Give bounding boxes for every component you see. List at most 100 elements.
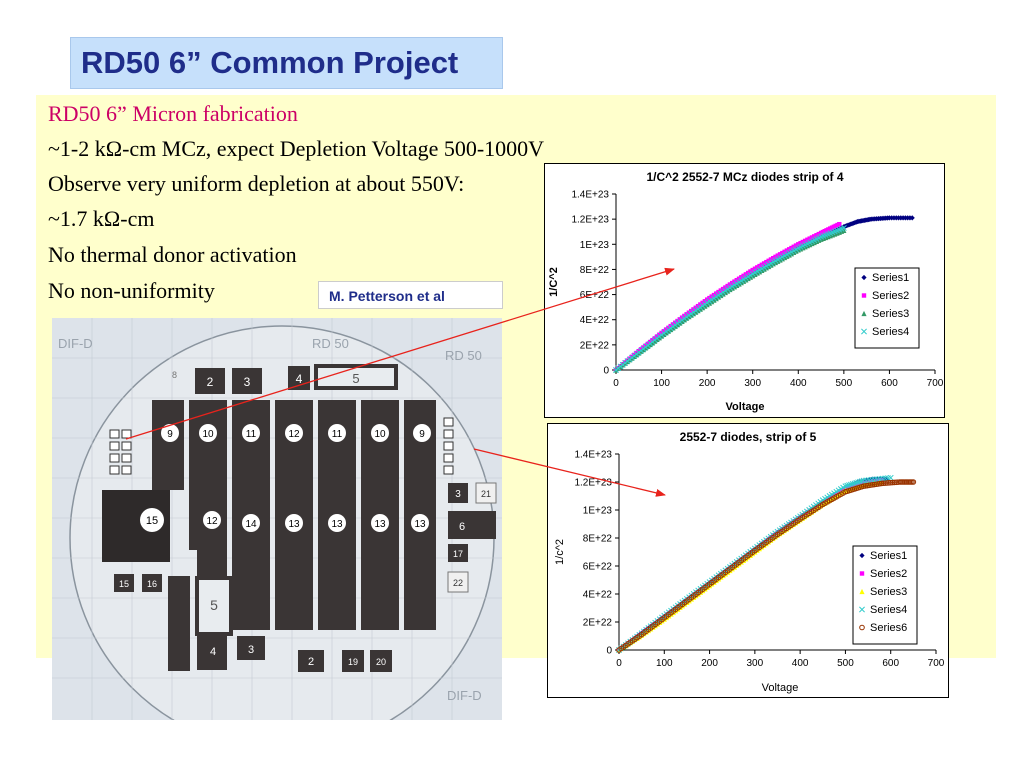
data-point xyxy=(729,285,735,291)
y-tick-label: 1.2E+23 xyxy=(571,215,609,226)
x-tick-label: 400 xyxy=(790,378,807,389)
legend-entry: Series2 xyxy=(870,568,907,580)
die-label: 20 xyxy=(376,657,386,667)
data-point xyxy=(682,313,687,319)
text-line-observation: Observe very uniform depletion at about … xyxy=(48,171,465,196)
die-label: 12 xyxy=(206,516,218,527)
legend-marker xyxy=(859,552,865,559)
data-point xyxy=(763,265,769,271)
die-label: 2 xyxy=(207,375,214,389)
data-point xyxy=(770,261,776,267)
credit-text: M. Petterson et al xyxy=(329,288,445,304)
x-tick-label: 700 xyxy=(928,658,945,669)
credit-box: M. Petterson et al xyxy=(318,281,503,309)
die-9-right xyxy=(404,400,436,490)
data-point xyxy=(887,479,894,486)
die-label: 3 xyxy=(455,489,461,500)
data-point xyxy=(675,318,680,324)
die-16 xyxy=(142,574,162,592)
data-point xyxy=(698,302,703,307)
data-point xyxy=(847,481,854,488)
data-point xyxy=(891,479,898,486)
die-label: 9 xyxy=(419,429,425,440)
data-point xyxy=(745,275,751,282)
chart-1-frame: 1/C^2 2552-7 MCz diodes strip of 4 Volta… xyxy=(544,163,945,418)
legend-marker xyxy=(861,310,867,317)
data-point xyxy=(889,479,896,486)
data-point xyxy=(688,308,694,314)
die-label: 13 xyxy=(288,519,300,530)
die-label: 3 xyxy=(244,375,251,389)
x-tick-label: 300 xyxy=(747,658,764,669)
test-pad-column-right xyxy=(443,417,454,475)
legend-marker xyxy=(861,328,867,335)
die-label: 15 xyxy=(146,515,158,527)
wafer-label-rd50-b: RD 50 xyxy=(445,348,482,363)
x-tick-label: 200 xyxy=(699,378,716,389)
x-tick-label: 0 xyxy=(616,658,622,669)
wafer-label-dif-top: DIF-D xyxy=(58,336,93,351)
y-tick-label: 0 xyxy=(603,366,609,377)
chart-1-ylabel: 1/C^2 xyxy=(548,267,560,297)
data-point xyxy=(851,480,858,487)
chart-1: 1/C^2 2552-7 MCz diodes strip of 4 Volta… xyxy=(548,170,944,413)
die-label: 10 xyxy=(202,429,214,440)
data-point xyxy=(878,480,885,487)
y-tick-label: 2E+22 xyxy=(583,618,613,629)
data-point xyxy=(884,480,890,486)
y-tick-label: 1E+23 xyxy=(580,240,610,251)
data-point xyxy=(754,270,760,276)
die-9-left xyxy=(152,400,184,490)
wafer-label-rd50-a: RD 50 xyxy=(312,336,349,351)
chart-2-ylabel: 1/c^2 xyxy=(554,539,566,565)
data-point xyxy=(855,479,862,486)
data-point xyxy=(768,262,774,268)
series-series4 xyxy=(613,224,847,373)
die-label: 4 xyxy=(210,646,216,658)
data-point xyxy=(702,299,708,304)
die-bar-left xyxy=(168,576,190,671)
y-tick-label: 1.2E+23 xyxy=(574,478,612,489)
die-13-d xyxy=(404,490,436,630)
data-point xyxy=(759,267,765,274)
wafer-label-dif-bottom: DIF-D xyxy=(447,688,482,703)
chart-1-legend: Series1 Series2 Series3 Series4 xyxy=(854,267,920,349)
die-label: 10 xyxy=(374,429,386,440)
data-point xyxy=(837,221,842,227)
legend-entry: Series2 xyxy=(872,290,909,302)
series-series3 xyxy=(613,227,847,373)
legend-entry: Series4 xyxy=(870,604,907,616)
data-point xyxy=(886,480,892,486)
chart-1-xlabel: Voltage xyxy=(726,401,765,413)
chart-2-xlabel: Voltage xyxy=(762,682,799,694)
y-tick-label: 0 xyxy=(606,646,612,657)
die-3-bottom xyxy=(237,636,265,660)
data-point xyxy=(747,274,754,280)
x-tick-label: 500 xyxy=(836,378,853,389)
text-line-measured-resistivity: ~1.7 kΩ-cm xyxy=(48,206,155,231)
y-tick-label: 1E+23 xyxy=(583,506,613,517)
data-point xyxy=(756,269,763,275)
data-point xyxy=(684,312,689,317)
data-point xyxy=(738,280,744,286)
chart-2-plot-area: 0 100 200 300 400 500 600 700 0 2E+22 4E+22 6E+22 8E… xyxy=(574,450,944,670)
data-point xyxy=(842,483,849,490)
die-15-small xyxy=(114,574,134,592)
data-point xyxy=(909,215,915,221)
legend-entry: Series3 xyxy=(870,586,907,598)
data-point xyxy=(766,263,772,270)
text-line-heading: RD50 6” Micron fabrication xyxy=(48,101,298,126)
die-label: 5 xyxy=(210,597,218,613)
x-tick-label: 0 xyxy=(613,378,619,389)
data-point xyxy=(673,320,678,325)
title-box: RD50 6” Common Project xyxy=(70,37,503,89)
die-label: 15 xyxy=(119,579,129,589)
data-point xyxy=(844,482,851,489)
die-2-bottom xyxy=(298,650,324,672)
die-22 xyxy=(447,571,469,593)
die-label: 22 xyxy=(453,578,463,588)
die-label: 4 xyxy=(296,372,303,386)
data-point xyxy=(856,478,863,485)
y-tick-label: 2E+22 xyxy=(580,340,610,351)
die-label: 14 xyxy=(245,519,257,530)
